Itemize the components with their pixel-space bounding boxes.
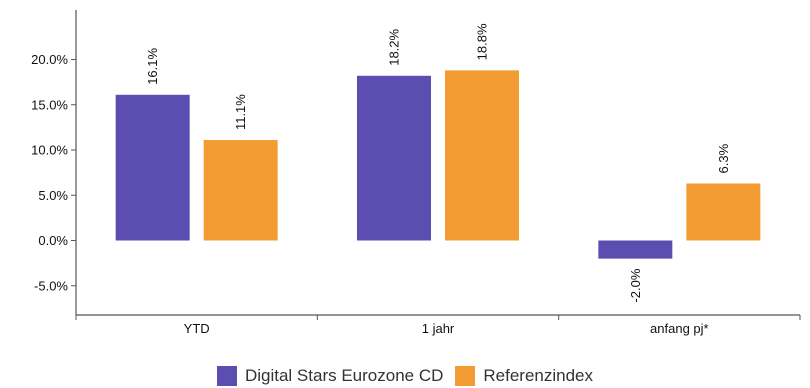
data-label: 18.8% (475, 23, 490, 60)
legend-item-series-1: Digital Stars Eurozone CD (216, 366, 444, 386)
bar-series-2 (203, 140, 278, 241)
data-label: 18.2% (387, 28, 402, 65)
data-label: 11.1% (233, 94, 248, 130)
y-tick-label: 20.0% (31, 52, 68, 67)
legend-swatch-series-2 (455, 366, 476, 386)
legend-item-series-2: Referenzindex (455, 366, 593, 386)
bar-series-2 (445, 70, 519, 241)
bar-series-1 (357, 75, 431, 241)
legend-label-series-1: Digital Stars Eurozone CD (244, 366, 444, 385)
bar-series-1 (598, 240, 673, 259)
x-tick-label: YTD (184, 321, 210, 336)
y-tick-label: 10.0% (31, 143, 68, 158)
data-label: -2.0% (628, 268, 643, 302)
y-tick-label: 5.0% (38, 188, 68, 203)
legend: Digital Stars Eurozone CD Referenzindex (0, 366, 810, 386)
y-tick-label: 0.0% (38, 233, 68, 248)
x-tick-label: anfang pj* (650, 321, 709, 336)
bar-series-2 (686, 183, 761, 241)
y-tick-label: 15.0% (31, 97, 68, 112)
data-label: 16.1% (145, 47, 160, 84)
legend-label-series-2: Referenzindex (483, 366, 594, 385)
bar-chart: -5.0% 0.0% 5.0% 10.0% 15.0% 20.0% YTD 16.1% 11.1… (31, 10, 801, 336)
y-tick-label: -5.0% (34, 278, 68, 293)
data-label: 6.3% (716, 143, 731, 173)
bar-series-1 (115, 94, 190, 241)
x-tick-label: 1 jahr (422, 321, 455, 336)
legend-swatch-series-1 (216, 366, 237, 386)
